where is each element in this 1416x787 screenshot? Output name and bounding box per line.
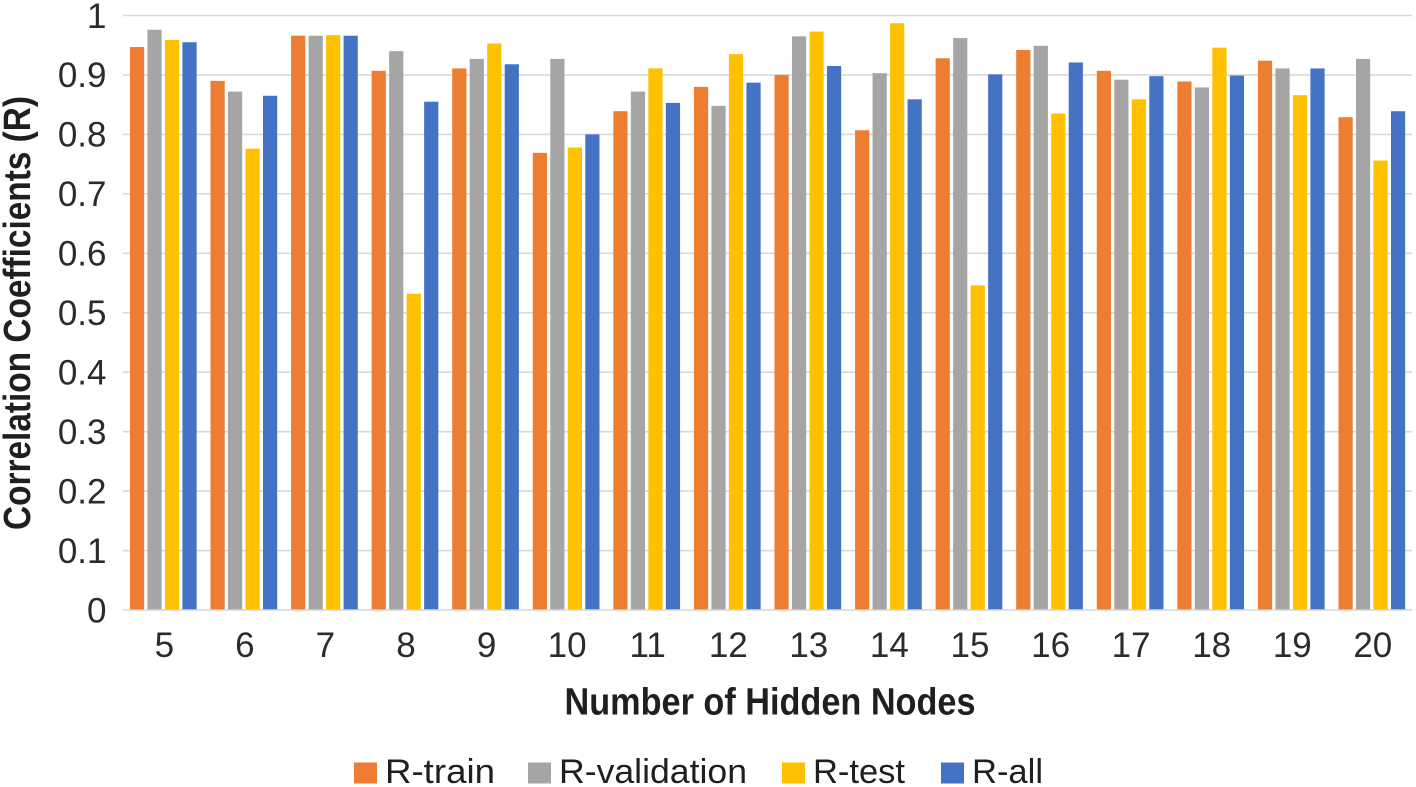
- svg-text:R-test: R-test: [813, 753, 906, 787]
- svg-text:14: 14: [870, 626, 909, 665]
- svg-text:0.3: 0.3: [58, 413, 107, 452]
- svg-text:7: 7: [316, 626, 335, 665]
- svg-text:20: 20: [1353, 626, 1392, 665]
- svg-text:19: 19: [1273, 626, 1312, 665]
- svg-text:0.6: 0.6: [58, 235, 107, 274]
- svg-text:Correlation Coefficients (R): Correlation Coefficients (R): [0, 96, 39, 530]
- svg-text:6: 6: [235, 626, 254, 665]
- svg-text:9: 9: [477, 626, 496, 665]
- svg-text:R-all: R-all: [972, 753, 1043, 787]
- svg-text:8: 8: [396, 626, 415, 665]
- svg-text:0.7: 0.7: [58, 175, 107, 214]
- svg-text:0.1: 0.1: [58, 532, 107, 571]
- svg-text:13: 13: [789, 626, 828, 665]
- svg-text:0: 0: [87, 591, 106, 630]
- svg-text:15: 15: [951, 626, 990, 665]
- svg-text:R-validation: R-validation: [559, 753, 747, 787]
- svg-text:0.4: 0.4: [58, 354, 107, 393]
- svg-text:18: 18: [1192, 626, 1231, 665]
- svg-text:17: 17: [1112, 626, 1151, 665]
- svg-text:R-train: R-train: [385, 753, 495, 787]
- svg-text:0.2: 0.2: [58, 472, 107, 511]
- svg-text:0.9: 0.9: [58, 56, 107, 95]
- svg-text:5: 5: [155, 626, 174, 665]
- svg-text:12: 12: [709, 626, 748, 665]
- svg-text:0.8: 0.8: [58, 116, 107, 155]
- svg-text:0.5: 0.5: [58, 294, 107, 333]
- svg-text:11: 11: [630, 626, 666, 665]
- svg-text:16: 16: [1031, 626, 1070, 665]
- svg-text:1: 1: [87, 0, 106, 36]
- svg-text:Number of Hidden Nodes: Number of Hidden Nodes: [565, 682, 976, 724]
- svg-text:10: 10: [548, 626, 587, 665]
